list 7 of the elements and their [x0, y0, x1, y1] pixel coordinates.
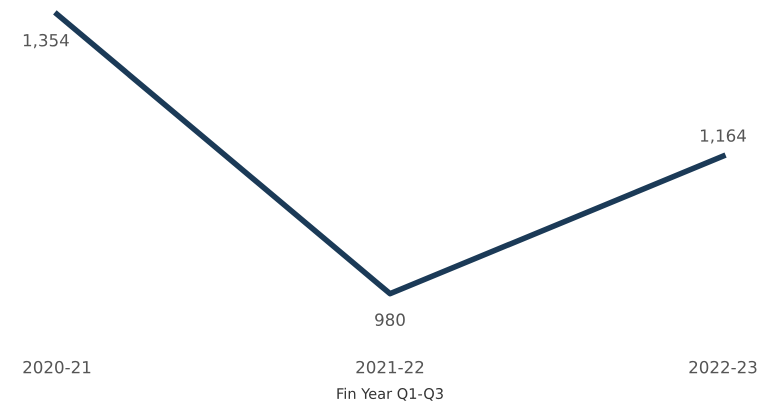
x-tick-label: 2020-21	[23, 360, 90, 374]
data-label: 980	[375, 313, 405, 326]
x-tick-label: 2022-23	[689, 360, 756, 374]
data-label: 1,354	[24, 34, 69, 48]
data-label: 1,164	[700, 129, 746, 144]
x-tick-label: 2021-22	[356, 360, 424, 374]
x-axis-title: Fin Year Q1-Q3	[337, 388, 443, 401]
